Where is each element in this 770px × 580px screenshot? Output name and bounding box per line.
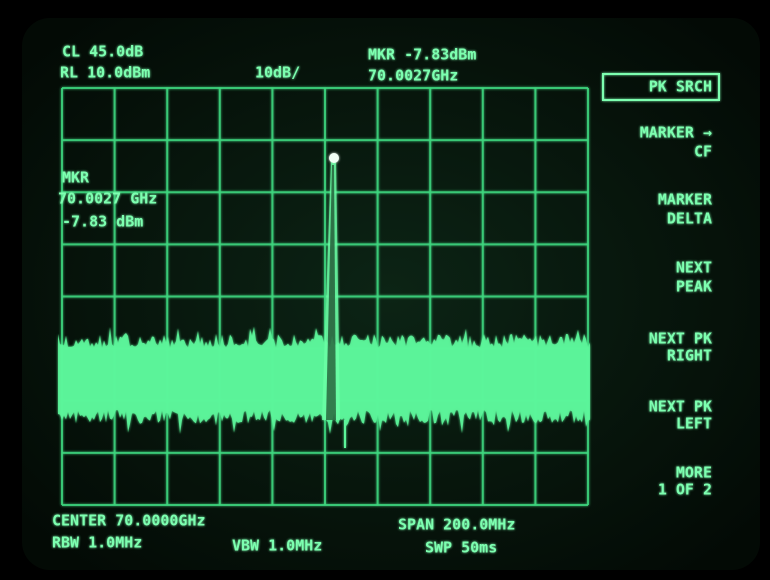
softkey[interactable]: NEXT — [676, 259, 712, 277]
softkey-active-box — [602, 73, 720, 101]
peak-core — [326, 165, 336, 420]
scale: 10dB/ — [255, 64, 300, 82]
softkey[interactable]: MARKER — [658, 191, 713, 209]
softkey[interactable]: PK SRCH — [649, 78, 712, 96]
span: SPAN 200.0MHz — [398, 516, 515, 534]
rbw: RBW 1.0MHz — [52, 534, 142, 552]
marker-readout-amplitude: -7.83 dBm — [62, 213, 143, 231]
marker-amplitude: MKR -7.83dBm — [368, 46, 476, 64]
marker-label: MKR — [62, 169, 90, 187]
trace-group — [58, 153, 590, 448]
softkey[interactable]: LEFT — [676, 415, 712, 433]
marker-readout-frequency: 70.0027 GHz — [58, 190, 157, 208]
softkey[interactable]: MORE — [676, 464, 712, 482]
reference-level: RL 10.0dBm — [60, 64, 150, 82]
labels: CL 45.0dB RL 10.0dBm 10dB/ MKR -7.83dBm … — [52, 43, 720, 557]
calibration: CL 45.0dB — [62, 43, 143, 61]
center-frequency: CENTER 70.0000GHz — [52, 512, 206, 530]
softkey[interactable]: NEXT PK — [649, 398, 712, 416]
marker-frequency: 70.0027GHz — [368, 67, 458, 85]
crt-display — [22, 18, 760, 570]
softkey[interactable]: DELTA — [667, 210, 712, 228]
softkey[interactable]: PEAK — [676, 278, 712, 296]
sweep-time: SWP 50ms — [425, 539, 497, 557]
softkey[interactable]: RIGHT — [667, 347, 712, 365]
vbw: VBW 1.0MHz — [232, 537, 322, 555]
softkey[interactable]: 1 OF 2 — [658, 481, 712, 499]
softkey[interactable]: MARKER → — [640, 124, 712, 142]
softkey[interactable]: CF — [694, 143, 712, 161]
marker-dot — [329, 153, 339, 163]
softkey[interactable]: NEXT PK — [649, 330, 712, 348]
